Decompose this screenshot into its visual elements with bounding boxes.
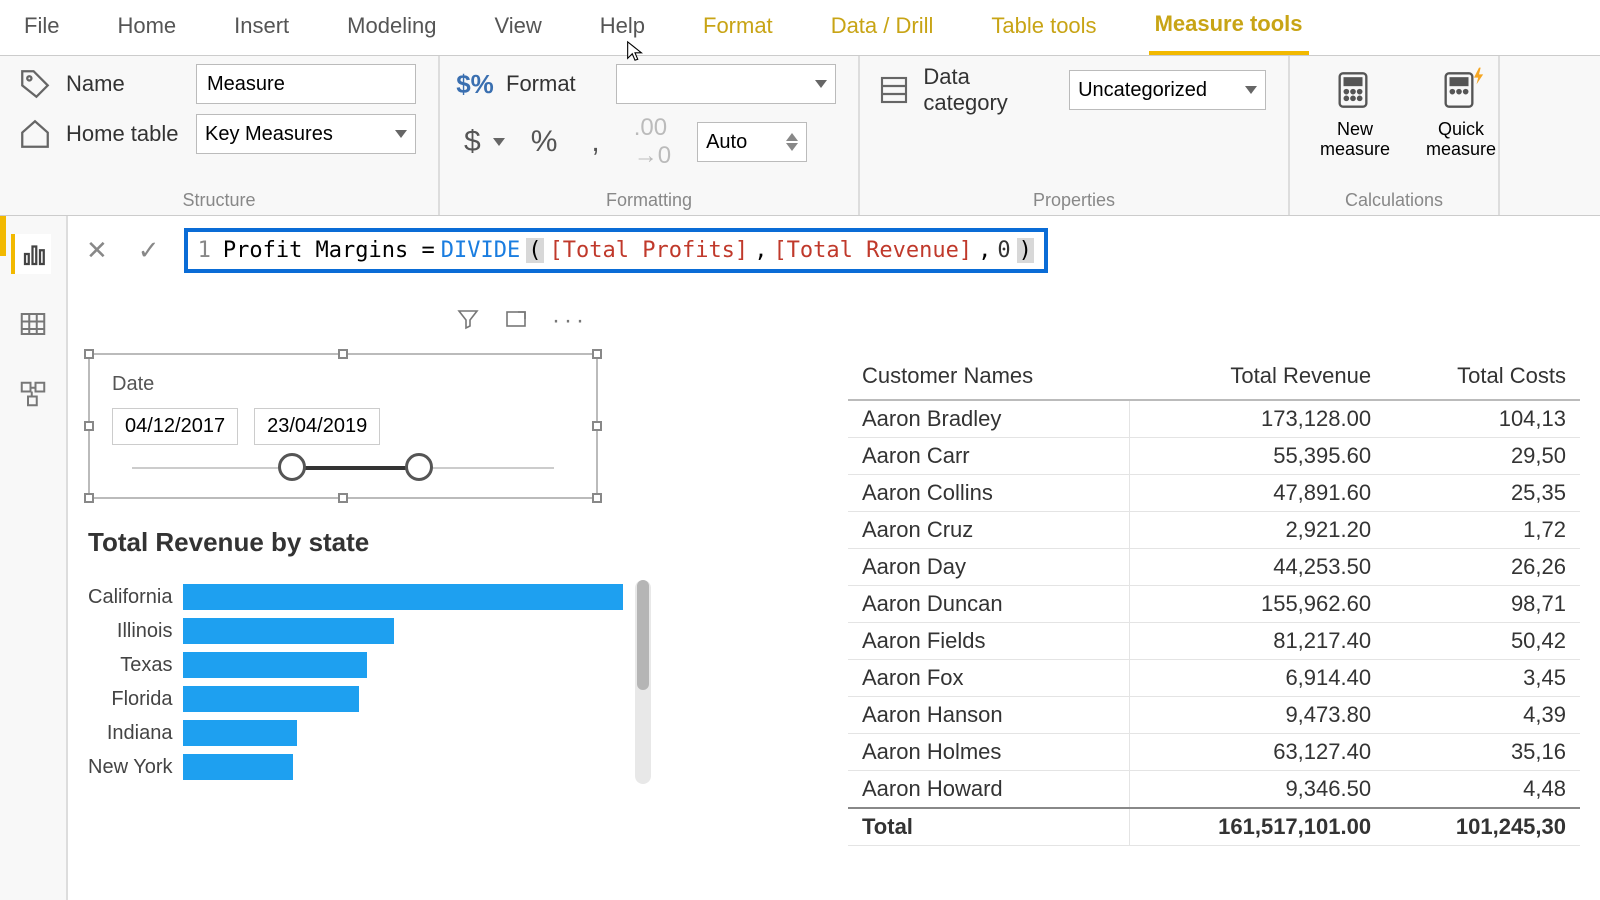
tab-format[interactable]: Format <box>697 3 779 53</box>
tab-view[interactable]: View <box>488 3 547 53</box>
commit-formula-button[interactable]: ✓ <box>132 235 166 266</box>
slider-thumb-end[interactable] <box>405 453 433 481</box>
bar-texas[interactable] <box>183 652 368 678</box>
group-label-properties: Properties <box>860 190 1288 211</box>
slicer-title: Date <box>112 373 574 396</box>
name-label: Name <box>66 71 125 97</box>
chart-scrollbar[interactable] <box>635 580 651 784</box>
column-header[interactable]: Total Revenue <box>1129 353 1385 400</box>
formatting-group: $% Format $ % , .00→0 Auto Formatting <box>440 56 860 215</box>
currency-button[interactable]: $ <box>456 125 489 159</box>
table-row[interactable]: Aaron Duncan155,962.6098,71 <box>848 586 1580 623</box>
bar-new-york[interactable] <box>183 754 293 780</box>
data-category-label: Data category <box>923 64 1051 116</box>
slider-thumb-start[interactable] <box>278 453 306 481</box>
report-canvas: ··· Date 04/12/2017 23/04/2019 <box>68 273 1600 900</box>
date-slider[interactable] <box>132 467 554 469</box>
chevron-down-icon <box>395 130 407 138</box>
table-row[interactable]: Aaron Carr55,395.6029,50 <box>848 438 1580 475</box>
dax-formula-input[interactable]: 1 Profit Margins = DIVIDE( [Total Profit… <box>184 228 1048 273</box>
chevron-down-icon[interactable] <box>786 143 798 151</box>
date-start-input[interactable]: 04/12/2017 <box>112 408 238 445</box>
chevron-down-icon <box>1245 86 1257 94</box>
column-header[interactable]: Customer Names <box>848 353 1129 400</box>
bar-indiana[interactable] <box>183 720 297 746</box>
tab-home[interactable]: Home <box>111 3 182 53</box>
more-options-icon[interactable]: ··· <box>552 307 588 336</box>
group-label-formatting: Formatting <box>440 190 858 211</box>
active-view-indicator <box>0 216 6 256</box>
home-table-select[interactable]: Key Measures <box>196 114 416 154</box>
date-end-input[interactable]: 23/04/2019 <box>254 408 380 445</box>
home-icon <box>16 115 54 153</box>
percent-button[interactable]: % <box>523 125 566 159</box>
model-view-button[interactable] <box>13 374 53 414</box>
tab-measure-tools[interactable]: Measure tools <box>1149 1 1309 55</box>
table-row[interactable]: Aaron Cruz2,921.201,72 <box>848 512 1580 549</box>
table-row[interactable]: Aaron Hanson9,473.804,39 <box>848 697 1580 734</box>
chart-category-axis: CaliforniaIllinoisTexasFloridaIndianaNew… <box>88 580 183 784</box>
date-slicer-visual[interactable]: ··· Date 04/12/2017 23/04/2019 <box>88 353 598 499</box>
chart-bars <box>183 580 623 784</box>
calculator-icon <box>1333 70 1377 114</box>
workspace: ✕ ✓ 1 Profit Margins = DIVIDE( [Total Pr… <box>0 216 1600 900</box>
bar-florida[interactable] <box>183 686 359 712</box>
home-table-label: Home table <box>66 121 179 147</box>
chevron-down-icon[interactable] <box>493 138 505 146</box>
formula-bar: ✕ ✓ 1 Profit Margins = DIVIDE( [Total Pr… <box>68 216 1600 273</box>
tab-file[interactable]: File <box>18 3 65 53</box>
table-row[interactable]: Aaron Bradley173,128.00104,13 <box>848 400 1580 438</box>
chevron-up-icon[interactable] <box>786 133 798 141</box>
tab-help[interactable]: Help <box>594 3 651 53</box>
format-icon: $% <box>456 65 494 103</box>
table-row[interactable]: Aaron Howard9,346.504,48 <box>848 771 1580 809</box>
table-row[interactable]: Aaron Fields81,217.4050,42 <box>848 623 1580 660</box>
revenue-by-state-chart[interactable]: Total Revenue by state CaliforniaIllinoi… <box>88 527 808 784</box>
comma-button[interactable]: , <box>583 125 607 159</box>
table-row[interactable]: Aaron Collins47,891.6025,35 <box>848 475 1580 512</box>
bar-california[interactable] <box>183 584 623 610</box>
ribbon: Name Home table Key Measures Structure $… <box>0 56 1600 216</box>
table-row[interactable]: Aaron Holmes63,127.4035,16 <box>848 734 1580 771</box>
cancel-formula-button[interactable]: ✕ <box>80 235 114 266</box>
data-view-button[interactable] <box>13 304 53 344</box>
bar-illinois[interactable] <box>183 618 394 644</box>
chart-title: Total Revenue by state <box>88 527 808 558</box>
data-category-select[interactable]: Uncategorized <box>1069 70 1266 110</box>
decimal-shift-button[interactable]: .00→0 <box>626 114 679 170</box>
focus-mode-icon[interactable] <box>504 307 528 336</box>
tab-data-drill[interactable]: Data / Drill <box>825 3 940 53</box>
table-row[interactable]: Aaron Fox6,914.403,45 <box>848 660 1580 697</box>
report-view-button[interactable] <box>11 234 51 274</box>
filter-icon[interactable] <box>456 307 480 336</box>
table-total-row: Total161,517,101.00101,245,30 <box>848 808 1580 846</box>
format-label: Format <box>506 71 576 97</box>
group-label-calculations: Calculations <box>1290 190 1498 211</box>
format-select[interactable] <box>616 64 836 104</box>
visual-header: ··· <box>456 307 588 336</box>
calculations-group: New measure Quick measure Calculations <box>1290 56 1500 215</box>
decimal-places-input[interactable]: Auto <box>697 122 807 162</box>
new-measure-button[interactable]: New measure <box>1306 64 1404 166</box>
calculator-lightning-icon <box>1439 70 1483 114</box>
tab-insert[interactable]: Insert <box>228 3 295 53</box>
column-header[interactable]: Total Costs <box>1385 353 1580 400</box>
chevron-down-icon <box>815 80 827 88</box>
tag-icon <box>16 65 54 103</box>
table-row[interactable]: Aaron Day44,253.5026,26 <box>848 549 1580 586</box>
structure-group: Name Home table Key Measures Structure <box>0 56 440 215</box>
ribbon-tabs: File Home Insert Modeling View Help Format Data… <box>0 0 1600 56</box>
measure-name-input[interactable] <box>196 64 416 104</box>
quick-measure-button[interactable]: Quick measure <box>1412 64 1510 166</box>
view-switcher <box>0 216 68 900</box>
data-category-icon <box>876 71 911 109</box>
customer-table-visual[interactable]: Customer NamesTotal RevenueTotal Costs A… <box>848 353 1580 900</box>
tab-modeling[interactable]: Modeling <box>341 3 442 53</box>
group-label-structure: Structure <box>0 190 438 211</box>
properties-group: Data category Uncategorized Properties <box>860 56 1290 215</box>
tab-table-tools[interactable]: Table tools <box>985 3 1102 53</box>
